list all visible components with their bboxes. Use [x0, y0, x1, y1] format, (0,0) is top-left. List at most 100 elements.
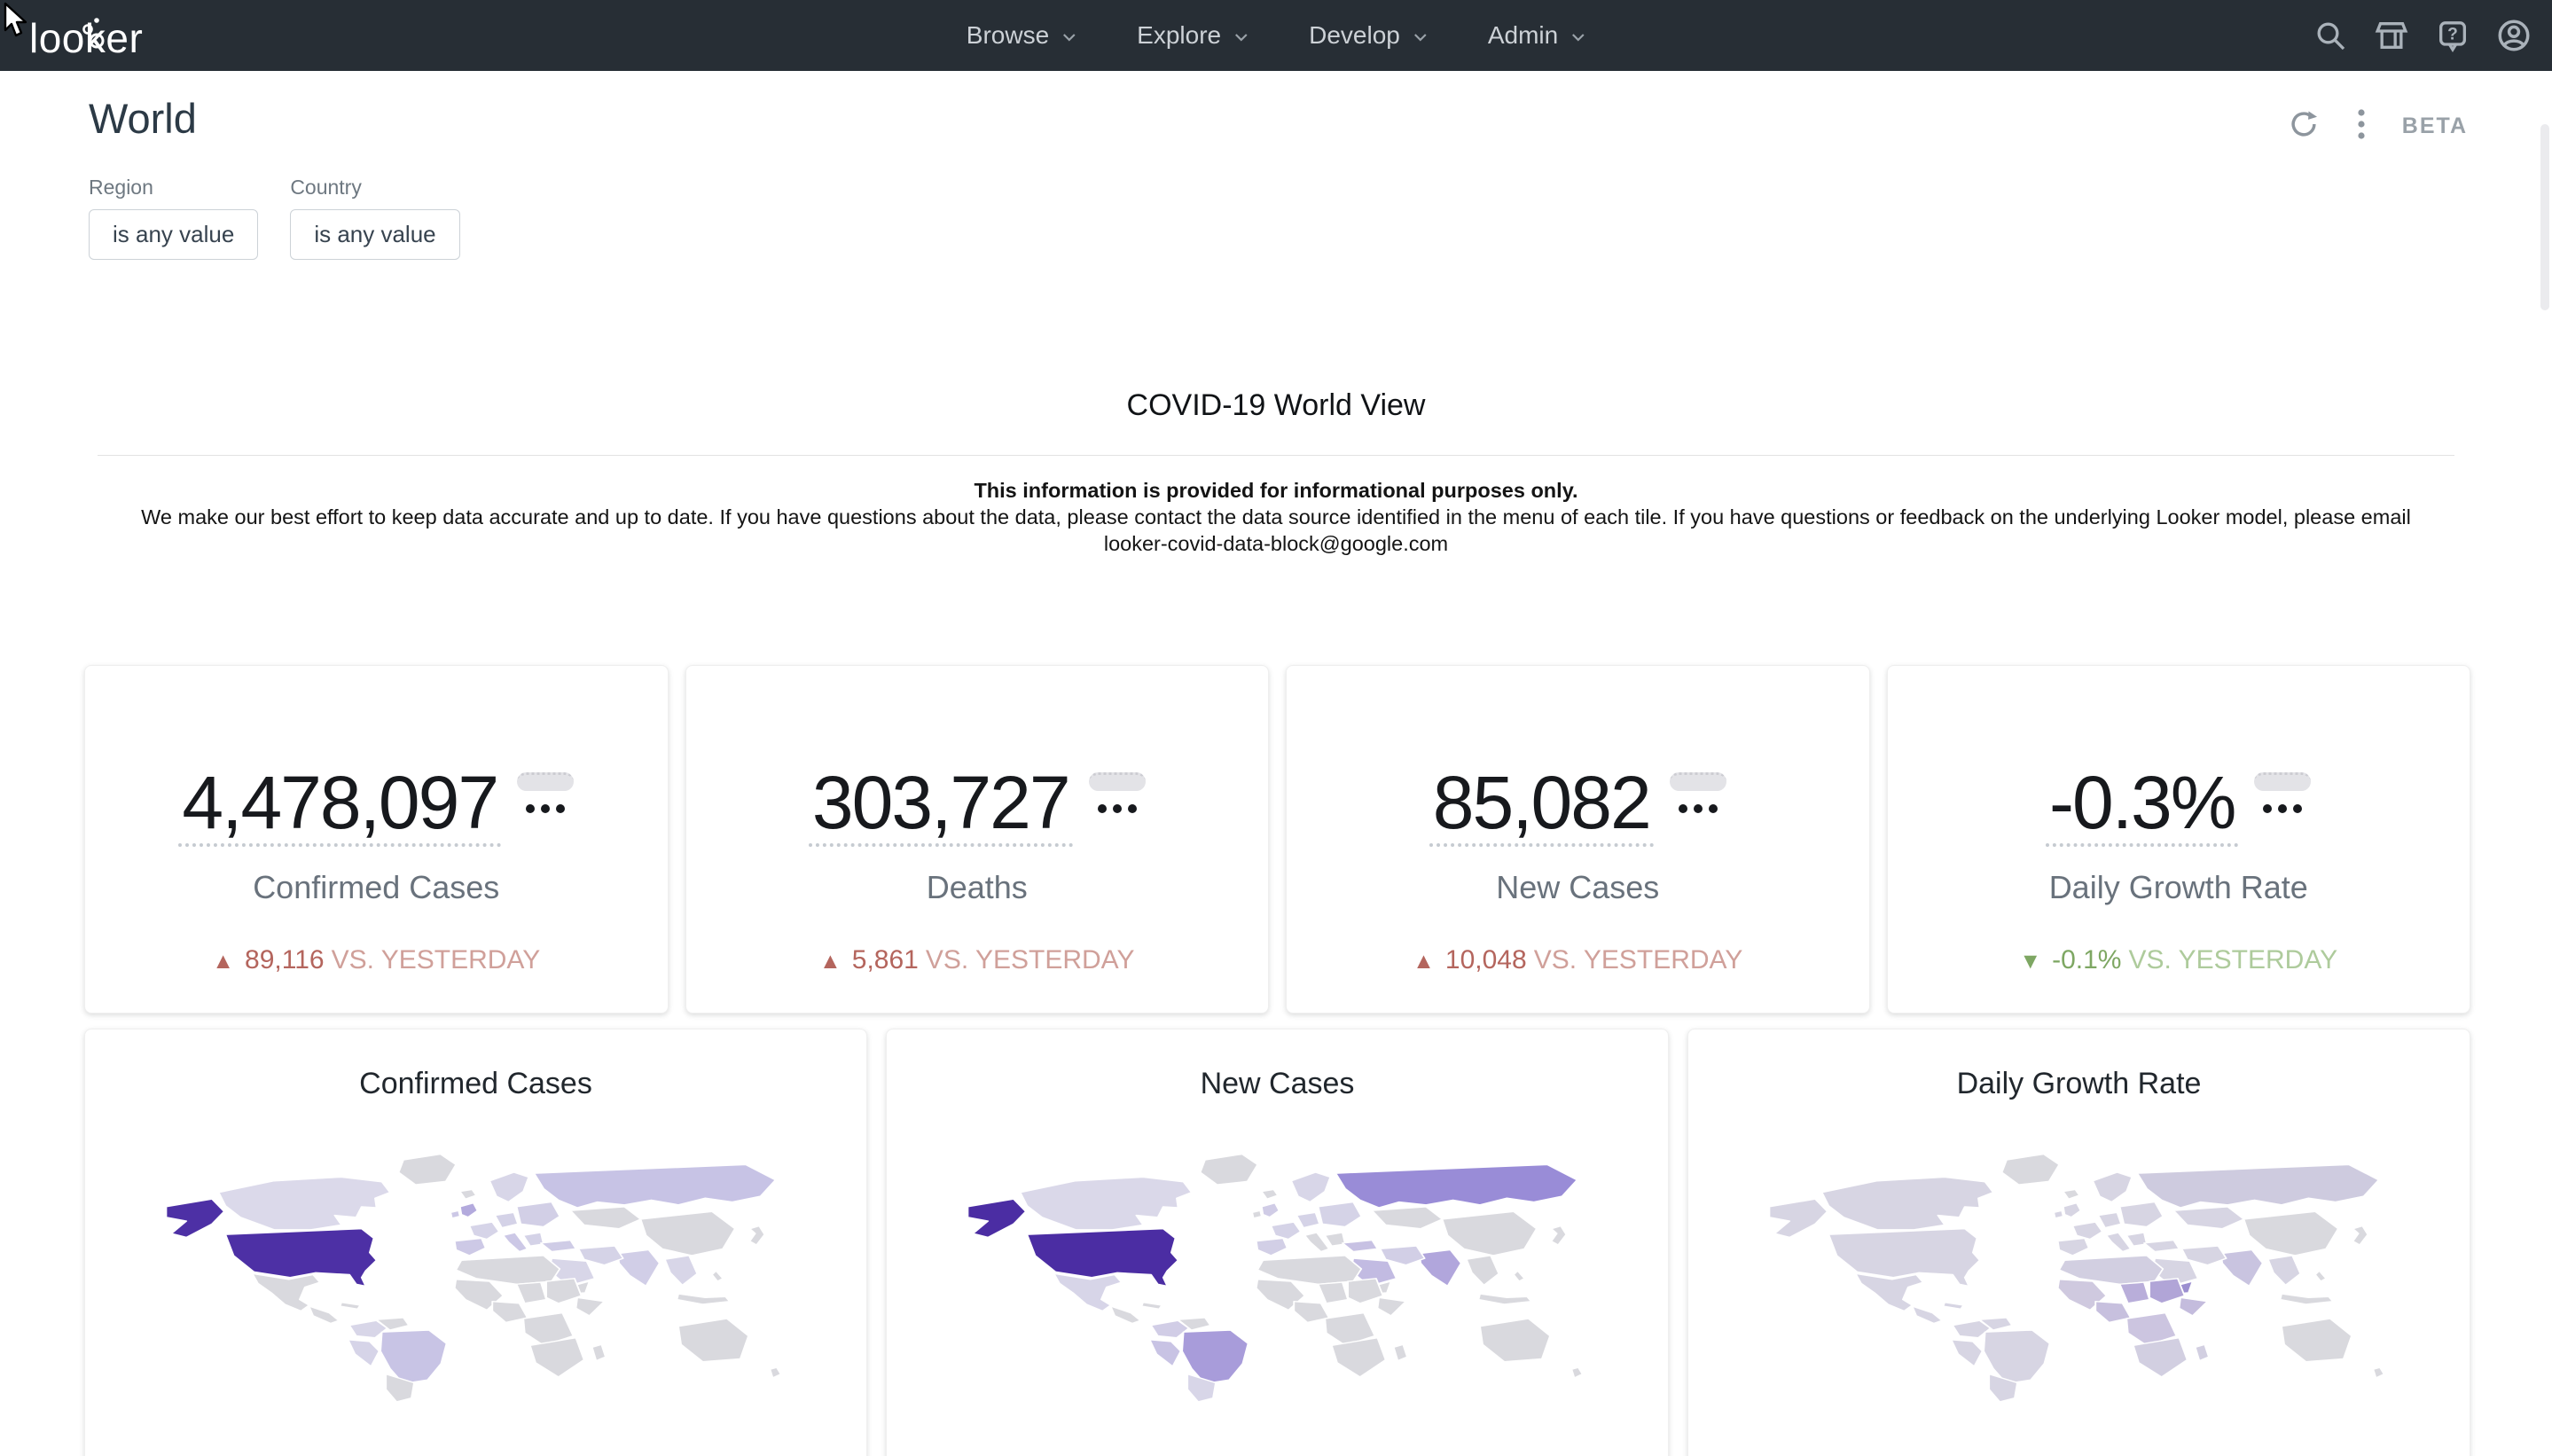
- map-country-canada[interactable]: [1820, 1176, 1994, 1231]
- map-country-venezuela[interactable]: [1978, 1317, 2013, 1331]
- map-country-iberia[interactable]: [453, 1237, 487, 1256]
- map-country-horn[interactable]: [1376, 1296, 1406, 1317]
- map-country-se-asia[interactable]: [663, 1255, 698, 1287]
- map-country-nigeria[interactable]: [2094, 1300, 2132, 1324]
- kpi-value[interactable]: 303,727: [808, 765, 1073, 847]
- map-country-caribbean[interactable]: [1942, 1302, 1964, 1310]
- map-country-australia[interactable]: [2280, 1318, 2352, 1363]
- map-country-italy[interactable]: [2104, 1232, 2132, 1253]
- map-country-east-europe[interactable]: [1317, 1201, 1362, 1228]
- map-country-kazakhstan[interactable]: [2172, 1206, 2244, 1230]
- drill-menu-icon[interactable]: [1088, 772, 1146, 813]
- map-country-uk[interactable]: [458, 1202, 478, 1218]
- drill-menu-icon[interactable]: [517, 772, 575, 813]
- looker-logo[interactable]: looker: [29, 14, 143, 62]
- map-country-sudan[interactable]: [2148, 1278, 2186, 1304]
- map-country-central-america[interactable]: [1109, 1305, 1141, 1325]
- drill-menu-icon[interactable]: [1669, 772, 1726, 813]
- map-country-madagascar[interactable]: [1392, 1343, 1408, 1362]
- map-country-horn[interactable]: [2178, 1296, 2208, 1317]
- map-country-horn[interactable]: [575, 1296, 605, 1317]
- map-country-argentina[interactable]: [1186, 1373, 1217, 1403]
- map-country-madagascar[interactable]: [2194, 1343, 2210, 1362]
- drill-menu-icon[interactable]: [2254, 772, 2312, 813]
- map-country-west-africa[interactable]: [2056, 1279, 2107, 1311]
- marketplace-icon[interactable]: [2373, 17, 2410, 54]
- map-country-central-europe[interactable]: [493, 1211, 519, 1229]
- map-country-india[interactable]: [2219, 1249, 2264, 1288]
- map-country-india[interactable]: [616, 1249, 661, 1288]
- map-country-russia[interactable]: [2135, 1163, 2379, 1209]
- map-country-ireland[interactable]: [1250, 1209, 1263, 1219]
- map-country-italy[interactable]: [501, 1232, 528, 1253]
- map-country-france[interactable]: [2071, 1221, 2103, 1241]
- map-country-sudan[interactable]: [1346, 1278, 1384, 1304]
- map-country-scandinavia[interactable]: [488, 1171, 529, 1203]
- map-country-mexico[interactable]: [1854, 1272, 1924, 1312]
- map-country-uk[interactable]: [1260, 1202, 1280, 1218]
- more-options-icon[interactable]: [2356, 106, 2367, 146]
- map-country-japan[interactable]: [2352, 1225, 2368, 1246]
- search-icon[interactable]: [2312, 17, 2349, 54]
- map-country-nigeria[interactable]: [490, 1300, 528, 1324]
- map-country-alaska[interactable]: [966, 1198, 1027, 1239]
- map-country-philippines[interactable]: [2313, 1270, 2327, 1282]
- map-country-usa[interactable]: [1827, 1228, 1980, 1288]
- map-country-argentina[interactable]: [384, 1373, 415, 1403]
- map-country-balkans[interactable]: [1323, 1232, 1346, 1247]
- vertical-scrollbar[interactable]: [2540, 124, 2549, 310]
- map-country-indonesia[interactable]: [2279, 1293, 2334, 1305]
- map-country-chad[interactable]: [515, 1281, 547, 1304]
- map-country-brazil[interactable]: [1982, 1329, 2051, 1385]
- map-country-usa[interactable]: [223, 1228, 377, 1288]
- map-country-central-europe[interactable]: [2096, 1211, 2122, 1229]
- map-country-china[interactable]: [638, 1210, 736, 1256]
- map-country-scandinavia[interactable]: [2091, 1171, 2133, 1203]
- map-country-southern-africa[interactable]: [2132, 1336, 2188, 1378]
- map-country-usa[interactable]: [1025, 1228, 1178, 1288]
- map-country-japan[interactable]: [748, 1225, 765, 1246]
- map-country-new-zealand[interactable]: [2371, 1366, 2384, 1379]
- map-country-venezuela[interactable]: [1177, 1317, 1211, 1331]
- map-country-venezuela[interactable]: [375, 1317, 410, 1331]
- map-country-central-america[interactable]: [308, 1305, 340, 1325]
- map-country-kazakhstan[interactable]: [1370, 1206, 1443, 1230]
- map-country-brazil[interactable]: [379, 1329, 448, 1385]
- map-country-madagascar[interactable]: [591, 1343, 607, 1362]
- map-country-nigeria[interactable]: [1292, 1300, 1330, 1324]
- map-country-australia[interactable]: [677, 1318, 749, 1363]
- map-country-china[interactable]: [1440, 1210, 1538, 1256]
- filter-country-value-button[interactable]: is any value: [290, 209, 460, 260]
- kpi-value[interactable]: 4,478,097: [178, 765, 502, 847]
- map-country-italy[interactable]: [1303, 1232, 1330, 1253]
- map-country-russia[interactable]: [532, 1163, 776, 1209]
- kpi-value[interactable]: -0.3%: [2046, 765, 2239, 847]
- map-country-japan[interactable]: [1550, 1225, 1567, 1246]
- map-country-russia[interactable]: [1334, 1163, 1577, 1209]
- map-country-southern-africa[interactable]: [1330, 1336, 1387, 1378]
- map-country-greenland[interactable]: [397, 1153, 457, 1186]
- map-country-west-africa[interactable]: [1255, 1279, 1305, 1311]
- map-country-mexico[interactable]: [251, 1272, 321, 1312]
- map-country-iberia[interactable]: [2056, 1237, 2090, 1256]
- map-country-indonesia[interactable]: [1477, 1293, 1532, 1305]
- map-country-central-america[interactable]: [1911, 1305, 1943, 1325]
- map-country-chad[interactable]: [1317, 1281, 1349, 1304]
- map-country-se-asia[interactable]: [2266, 1255, 2301, 1287]
- map-country-argentina[interactable]: [1987, 1373, 2018, 1403]
- map-country-philippines[interactable]: [1512, 1270, 1525, 1282]
- map-country-peru[interactable]: [1148, 1339, 1182, 1367]
- account-icon[interactable]: [2495, 17, 2532, 54]
- map-country-brazil[interactable]: [1180, 1329, 1249, 1385]
- map-country-greenland[interactable]: [1199, 1153, 1258, 1186]
- map-country-peru[interactable]: [347, 1339, 380, 1367]
- map-country-mexico[interactable]: [1053, 1272, 1123, 1312]
- nav-menu-browse[interactable]: Browse: [967, 21, 1076, 50]
- map-country-turkey[interactable]: [2142, 1239, 2180, 1253]
- nav-menu-admin[interactable]: Admin: [1488, 21, 1585, 50]
- map-country-balkans[interactable]: [2125, 1232, 2148, 1247]
- map-country-iceland[interactable]: [458, 1188, 477, 1200]
- map-country-chad[interactable]: [2118, 1281, 2150, 1304]
- map-country-east-europe[interactable]: [515, 1201, 560, 1228]
- map-country-iran[interactable]: [1379, 1245, 1426, 1266]
